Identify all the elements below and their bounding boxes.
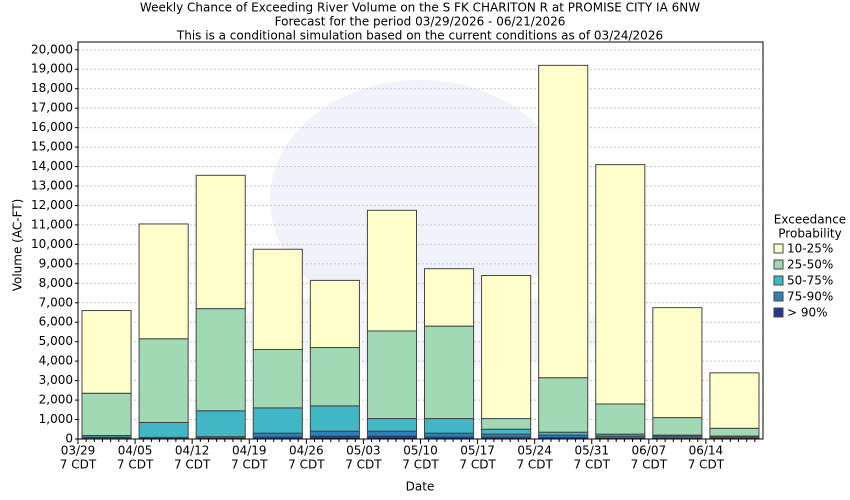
bar-segment bbox=[195, 174, 246, 310]
y-tick-label: 19,000 bbox=[31, 62, 73, 76]
y-tick-label: 8,000 bbox=[39, 276, 73, 290]
legend-title: Probability bbox=[778, 227, 841, 241]
x-tick-sublabel: 7 CDT bbox=[402, 458, 439, 472]
x-tick-label: 06/07 bbox=[632, 444, 667, 458]
bar-segment bbox=[481, 275, 532, 420]
plot-frame bbox=[77, 41, 764, 440]
x-axis-label: Date bbox=[406, 480, 435, 494]
y-tick-label: 3,000 bbox=[39, 373, 73, 387]
y-tick-label: 14,000 bbox=[31, 159, 73, 173]
y-tick-label: 18,000 bbox=[31, 81, 73, 95]
legend-swatch bbox=[773, 259, 784, 270]
x-tick-sublabel: 7 CDT bbox=[231, 458, 268, 472]
bar-segment bbox=[709, 427, 760, 437]
bar-segment bbox=[538, 64, 589, 379]
x-tick-label: 05/17 bbox=[460, 444, 495, 458]
bar-segment bbox=[366, 418, 417, 432]
bar-segment bbox=[252, 348, 303, 409]
bar-segment bbox=[481, 428, 532, 435]
bar-segment bbox=[195, 308, 246, 412]
y-tick-label: 6,000 bbox=[39, 315, 73, 329]
bar-segment bbox=[652, 417, 703, 436]
bar-segment bbox=[424, 432, 475, 438]
bar-segment bbox=[366, 330, 417, 420]
x-tick-label: 03/29 bbox=[61, 444, 96, 458]
x-tick-sublabel: 7 CDT bbox=[631, 458, 668, 472]
x-tick-label: 05/31 bbox=[574, 444, 609, 458]
bar-segment bbox=[424, 268, 475, 327]
x-tick-label: 04/26 bbox=[289, 444, 324, 458]
legend-swatch bbox=[773, 243, 784, 254]
x-tick-sublabel: 7 CDT bbox=[117, 458, 154, 472]
bar-segment bbox=[81, 310, 132, 394]
legend-label: 75-90% bbox=[787, 290, 833, 304]
x-tick-sublabel: 7 CDT bbox=[345, 458, 382, 472]
legend-label: 50-75% bbox=[787, 274, 833, 288]
x-tick-label: 04/19 bbox=[232, 444, 267, 458]
bar-segment bbox=[309, 430, 360, 437]
y-tick-label: 0 bbox=[65, 432, 73, 446]
x-tick-label: 04/12 bbox=[175, 444, 210, 458]
y-tick-label: 20,000 bbox=[31, 42, 73, 56]
x-tick-sublabel: 7 CDT bbox=[459, 458, 496, 472]
bar-segment bbox=[309, 279, 360, 349]
bar-segment bbox=[595, 403, 646, 435]
x-tick-sublabel: 7 CDT bbox=[688, 458, 725, 472]
x-tick-label: 05/10 bbox=[403, 444, 438, 458]
y-tick-label: 2,000 bbox=[39, 393, 73, 407]
x-tick-sublabel: 7 CDT bbox=[288, 458, 325, 472]
legend-swatch bbox=[773, 307, 784, 318]
bar-segment bbox=[309, 347, 360, 407]
y-tick-label: 7,000 bbox=[39, 295, 73, 309]
chart-subtitle: Forecast for the period 03/29/2026 - 06/… bbox=[275, 15, 566, 29]
bar-segment bbox=[138, 223, 189, 340]
y-tick-label: 9,000 bbox=[39, 256, 73, 270]
bar-segment bbox=[138, 338, 189, 423]
y-tick-label: 11,000 bbox=[31, 217, 73, 231]
chart-subtitle: This is a conditional simulation based o… bbox=[176, 29, 663, 43]
y-tick-label: 5,000 bbox=[39, 334, 73, 348]
bar-segment bbox=[366, 209, 417, 332]
bar-segment bbox=[195, 410, 246, 438]
bar-segment bbox=[252, 248, 303, 350]
y-tick-label: 4,000 bbox=[39, 354, 73, 368]
bar-segment bbox=[366, 430, 417, 437]
bar-segment bbox=[252, 407, 303, 434]
y-tick-label: 12,000 bbox=[31, 198, 73, 212]
legend-label: > 90% bbox=[787, 306, 828, 320]
bar-segment bbox=[424, 325, 475, 420]
bar-segment bbox=[309, 405, 360, 432]
bar-segment bbox=[424, 418, 475, 434]
y-tick-label: 10,000 bbox=[31, 237, 73, 251]
legend-label: 25-50% bbox=[787, 258, 833, 272]
bar-segment bbox=[481, 418, 532, 430]
y-tick-label: 17,000 bbox=[31, 101, 73, 115]
legend-swatch bbox=[773, 275, 784, 286]
x-tick-sublabel: 7 CDT bbox=[60, 458, 97, 472]
legend-label: 10-25% bbox=[787, 242, 833, 256]
x-tick-sublabel: 7 CDT bbox=[574, 458, 611, 472]
legend-swatch bbox=[773, 291, 784, 302]
x-tick-sublabel: 7 CDT bbox=[516, 458, 553, 472]
x-tick-label: 05/03 bbox=[346, 444, 381, 458]
bar-segment bbox=[595, 164, 646, 405]
bar-segment bbox=[252, 432, 303, 438]
legend-title: Exceedance bbox=[774, 213, 846, 227]
x-tick-label: 04/05 bbox=[118, 444, 153, 458]
y-tick-label: 15,000 bbox=[31, 140, 73, 154]
bar-segment bbox=[138, 421, 189, 438]
y-axis-label: Volume (AC-FT) bbox=[11, 199, 25, 292]
bar-segment bbox=[652, 307, 703, 419]
bar-segment bbox=[81, 392, 132, 436]
y-tick-label: 1,000 bbox=[39, 412, 73, 426]
x-tick-label: 05/24 bbox=[517, 444, 552, 458]
x-tick-label: 06/14 bbox=[689, 444, 724, 458]
bar-segment bbox=[709, 372, 760, 429]
bar-segment bbox=[538, 377, 589, 433]
y-tick-label: 13,000 bbox=[31, 179, 73, 193]
x-tick-sublabel: 7 CDT bbox=[174, 458, 211, 472]
chart-title: Weekly Chance of Exceeding River Volume … bbox=[140, 1, 700, 15]
y-tick-label: 16,000 bbox=[31, 120, 73, 134]
